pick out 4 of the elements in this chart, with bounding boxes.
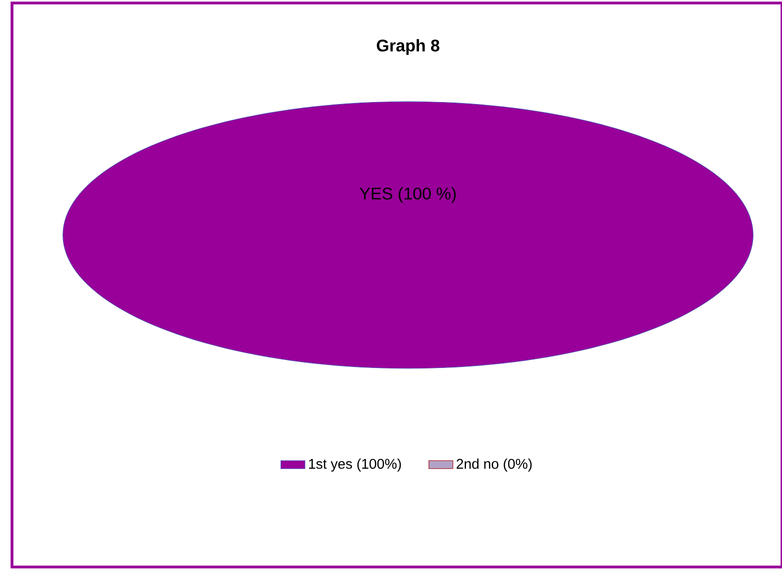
legend-label: 2nd no (0%) (456, 458, 532, 472)
chart-title: Graph 8 (376, 39, 440, 55)
legend-label: 1st yes (100%) (309, 458, 401, 472)
data-label: YES (100 %) (360, 187, 456, 203)
